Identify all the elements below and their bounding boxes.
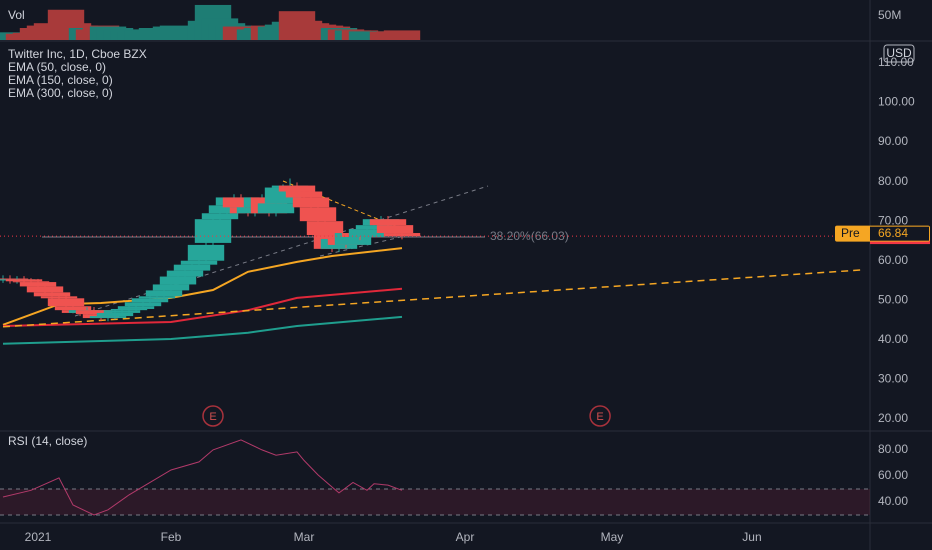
candle-body <box>33 292 71 297</box>
candle-body <box>201 213 239 220</box>
candle-body <box>96 312 134 317</box>
y-tick-label: 70.00 <box>878 213 908 227</box>
candle-body <box>376 225 414 234</box>
candle-body <box>285 191 323 198</box>
pre-label: Pre <box>841 226 860 240</box>
legend-entry: EMA (300, close, 0) <box>8 86 113 100</box>
y-tick-label: 110.00 <box>878 55 914 69</box>
candle-body <box>26 286 64 293</box>
candle-body <box>145 290 183 297</box>
candle-body <box>89 316 127 319</box>
y-tick-label: 60.00 <box>878 253 908 267</box>
legend-entry: EMA (150, close, 0) <box>8 73 113 87</box>
candle-body <box>12 281 50 283</box>
y-tick-label: 60.00 <box>878 468 908 482</box>
candle-body <box>348 229 386 237</box>
candle-body <box>117 306 155 309</box>
y-tick-label: 50M <box>878 8 901 22</box>
volume-bar <box>383 30 421 40</box>
earnings-marker <box>589 405 611 427</box>
candle-body <box>334 233 372 245</box>
y-tick-label: 20.00 <box>878 411 908 425</box>
candle-body <box>187 244 225 261</box>
candle-body <box>54 306 92 311</box>
currency[interactable]: USD <box>886 46 912 60</box>
candle-body <box>103 310 141 313</box>
candle-body <box>19 282 57 287</box>
legend-entry: EMA (50, close, 0) <box>8 60 106 74</box>
x-tick-label: Apr <box>456 530 475 544</box>
candle-body <box>131 298 169 303</box>
ema-line <box>2 315 403 345</box>
candle-body <box>355 225 393 230</box>
candle-body <box>278 185 316 192</box>
pre-value: 66.84 <box>878 226 908 240</box>
candle-body <box>222 197 260 208</box>
x-tick-label: Mar <box>294 530 315 544</box>
candle-body <box>292 197 330 208</box>
y-tick-label: 30.00 <box>878 372 908 386</box>
y-tick-label: 40.00 <box>878 332 908 346</box>
candle-body <box>180 260 218 265</box>
candle-body <box>159 276 197 285</box>
rsi-band <box>0 488 870 515</box>
y-tick-label: 80.00 <box>878 442 908 456</box>
candle-body <box>194 219 232 243</box>
y-tick-label: 50.00 <box>878 292 908 306</box>
y-tick-label: 100.00 <box>878 95 915 109</box>
y-tick-label: 80.00 <box>878 174 908 188</box>
candle-body <box>47 298 85 307</box>
x-tick-label: May <box>601 530 624 544</box>
fib-label: 38.20%(66.03) <box>490 229 569 243</box>
candle-body <box>306 221 344 236</box>
candle-body <box>383 233 421 237</box>
pre-value-box <box>870 226 929 241</box>
rsi-line <box>2 439 403 516</box>
currency-box[interactable] <box>883 44 915 63</box>
candle-body <box>40 296 78 299</box>
candle-body <box>110 308 148 311</box>
candle-body <box>124 302 162 307</box>
earnings-marker <box>202 405 224 427</box>
candle-body <box>138 296 176 299</box>
candle-body <box>369 219 407 226</box>
y-tick-label: 90.00 <box>878 134 908 148</box>
candle-body <box>5 279 43 282</box>
y-tick-label: 40.00 <box>878 494 908 508</box>
trend-drawing <box>319 235 406 257</box>
x-tick-label: 2021 <box>25 530 52 544</box>
x-tick-label: Feb <box>161 530 182 544</box>
price-title: Twitter Inc, 1D, Cboe BZX <box>8 47 147 61</box>
candle-body <box>299 207 337 222</box>
volume-title: Vol <box>8 8 25 22</box>
x-tick-label: Jun <box>742 530 761 544</box>
candle-body <box>173 264 211 271</box>
candle-body <box>208 205 246 214</box>
earnings-label: E <box>596 411 603 423</box>
earnings-label: E <box>209 411 216 423</box>
rsi-title: RSI (14, close) <box>8 434 87 448</box>
candle-body <box>75 310 113 315</box>
candle-body <box>257 203 295 214</box>
candle-body <box>166 270 204 277</box>
trend-drawing <box>74 185 489 317</box>
candle-body <box>152 284 190 291</box>
